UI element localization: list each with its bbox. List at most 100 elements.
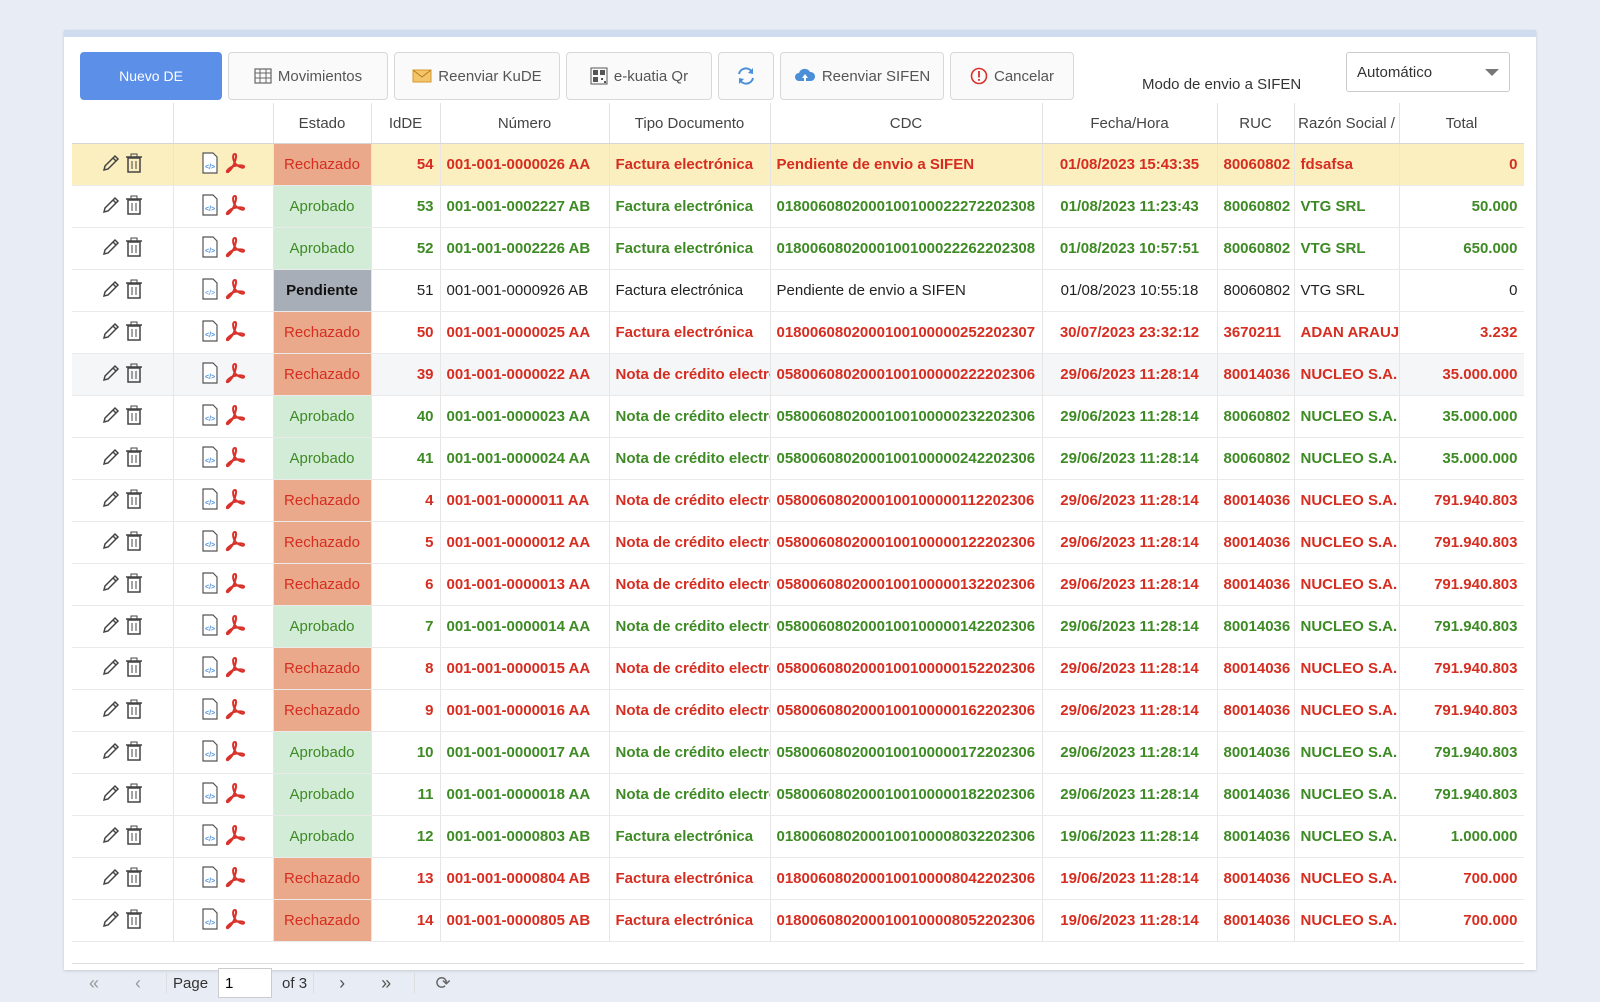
edit-icon[interactable] [101,237,121,261]
table-row[interactable]: </> Rechazado 54 001-001-0000026 AA Factura … [72,143,1524,186]
edit-icon[interactable] [101,867,121,891]
pdf-icon[interactable] [224,656,246,682]
column-header[interactable]: IdDE [371,103,441,144]
xml-file-icon[interactable]: </> [200,361,220,388]
xml-file-icon[interactable]: </> [200,571,220,598]
pdf-icon[interactable] [224,740,246,766]
trash-icon[interactable] [125,195,143,219]
table-row[interactable]: </> Rechazado 39 001-001-0000022 AA Nota de … [72,353,1524,396]
trash-icon[interactable] [125,699,143,723]
column-header[interactable]: Fecha/Hora [1042,103,1218,144]
pdf-icon[interactable] [224,488,246,514]
pdf-icon[interactable] [224,572,246,598]
edit-icon[interactable] [101,615,121,639]
xml-file-icon[interactable]: </> [200,403,220,430]
trash-icon[interactable] [125,447,143,471]
pdf-icon[interactable] [224,824,246,850]
xml-file-icon[interactable]: </> [200,865,220,892]
pdf-icon[interactable] [224,782,246,808]
column-header[interactable]: Estado [273,103,372,144]
xml-file-icon[interactable]: </> [200,907,220,934]
table-row[interactable]: </> Pendiente 51 001-001-0000926 AB Factura … [72,269,1524,312]
table-row[interactable]: </> Aprobado 40 001-001-0000023 AA Nota de c… [72,395,1524,438]
next-page-icon[interactable]: › [339,972,346,993]
pdf-icon[interactable] [224,446,246,472]
page-input[interactable] [218,968,273,998]
last-page-icon[interactable]: » [381,972,392,993]
trash-icon[interactable] [125,741,143,765]
pdf-icon[interactable] [224,152,246,178]
pdf-icon[interactable] [224,194,246,220]
xml-file-icon[interactable]: </> [200,697,220,724]
ekuatia-qr-button[interactable]: e-kuatia Qr [566,52,712,100]
table-row[interactable]: </> Rechazado 6 001-001-0000013 AA Nota de c… [72,563,1524,606]
table-row[interactable]: </> Aprobado 11 001-001-0000018 AA Nota de c… [72,773,1524,816]
column-header[interactable]: Número [440,103,610,144]
table-row[interactable]: </> Rechazado 13 001-001-0000804 AB Factura … [72,857,1524,900]
trash-icon[interactable] [125,825,143,849]
xml-file-icon[interactable]: </> [200,613,220,640]
trash-icon[interactable] [125,573,143,597]
pdf-icon[interactable] [224,908,246,934]
table-row[interactable]: </> Aprobado 10 001-001-0000017 AA Nota de c… [72,731,1524,774]
refresh-button[interactable] [718,52,774,100]
pdf-icon[interactable] [224,614,246,640]
table-row[interactable]: </> Rechazado 9 001-001-0000016 AA Nota de c… [72,689,1524,732]
edit-icon[interactable] [101,321,121,345]
table-row[interactable]: </> Rechazado 50 001-001-0000025 AA Factura … [72,311,1524,354]
column-header[interactable]: RUC [1217,103,1295,144]
trash-icon[interactable] [125,237,143,261]
trash-icon[interactable] [125,405,143,429]
edit-icon[interactable] [101,573,121,597]
modo-envio-select[interactable]: Automático [1346,52,1510,92]
table-row[interactable]: </> Aprobado 52 001-001-0002226 AB Factura e… [72,227,1524,270]
table-row[interactable]: </> Aprobado 53 001-001-0002227 AB Factura e… [72,185,1524,228]
pdf-icon[interactable] [224,866,246,892]
xml-file-icon[interactable]: </> [200,739,220,766]
edit-icon[interactable] [101,699,121,723]
trash-icon[interactable] [125,867,143,891]
pdf-icon[interactable] [224,404,246,430]
xml-file-icon[interactable]: </> [200,193,220,220]
first-page-icon[interactable]: « [88,972,99,993]
column-header[interactable]: Tipo Documento [609,103,771,144]
edit-icon[interactable] [101,531,121,555]
trash-icon[interactable] [125,615,143,639]
trash-icon[interactable] [125,909,143,933]
edit-icon[interactable] [101,279,121,303]
reenviar-kude-button[interactable]: Reenviar KuDE [394,52,560,100]
trash-icon[interactable] [125,489,143,513]
edit-icon[interactable] [101,825,121,849]
edit-icon[interactable] [101,405,121,429]
trash-icon[interactable] [125,657,143,681]
column-header[interactable]: Total [1399,103,1524,144]
edit-icon[interactable] [101,909,121,933]
pdf-icon[interactable] [224,320,246,346]
trash-icon[interactable] [125,783,143,807]
column-header[interactable]: CDC [770,103,1043,144]
edit-icon[interactable] [101,363,121,387]
pdf-icon[interactable] [224,698,246,724]
table-row[interactable]: </> Rechazado 8 001-001-0000015 AA Nota de c… [72,647,1524,690]
edit-icon[interactable] [101,153,121,177]
reenviar-sifen-button[interactable]: Reenviar SIFEN [780,52,944,100]
column-header[interactable]: Razón Social / [1294,103,1400,144]
trash-icon[interactable] [125,531,143,555]
xml-file-icon[interactable]: </> [200,655,220,682]
edit-icon[interactable] [101,489,121,513]
table-row[interactable]: </> Rechazado 5 001-001-0000012 AA Nota de c… [72,521,1524,564]
edit-icon[interactable] [101,657,121,681]
table-row[interactable]: </> Aprobado 7 001-001-0000014 AA Nota de cr… [72,605,1524,648]
cancelar-button[interactable]: Cancelar [950,52,1074,100]
table-row[interactable]: </> Aprobado 12 001-001-0000803 AB Factura e… [72,815,1524,858]
xml-file-icon[interactable]: </> [200,151,220,178]
xml-file-icon[interactable]: </> [200,277,220,304]
table-row[interactable]: </> Rechazado 4 001-001-0000011 AA Nota de c… [72,479,1524,522]
edit-icon[interactable] [101,783,121,807]
pdf-icon[interactable] [224,362,246,388]
xml-file-icon[interactable]: </> [200,445,220,472]
refresh-icon[interactable]: ⟳ [435,972,451,993]
pdf-icon[interactable] [224,236,246,262]
movimientos-button[interactable]: Movimientos [228,52,388,100]
column-header[interactable] [72,103,174,144]
